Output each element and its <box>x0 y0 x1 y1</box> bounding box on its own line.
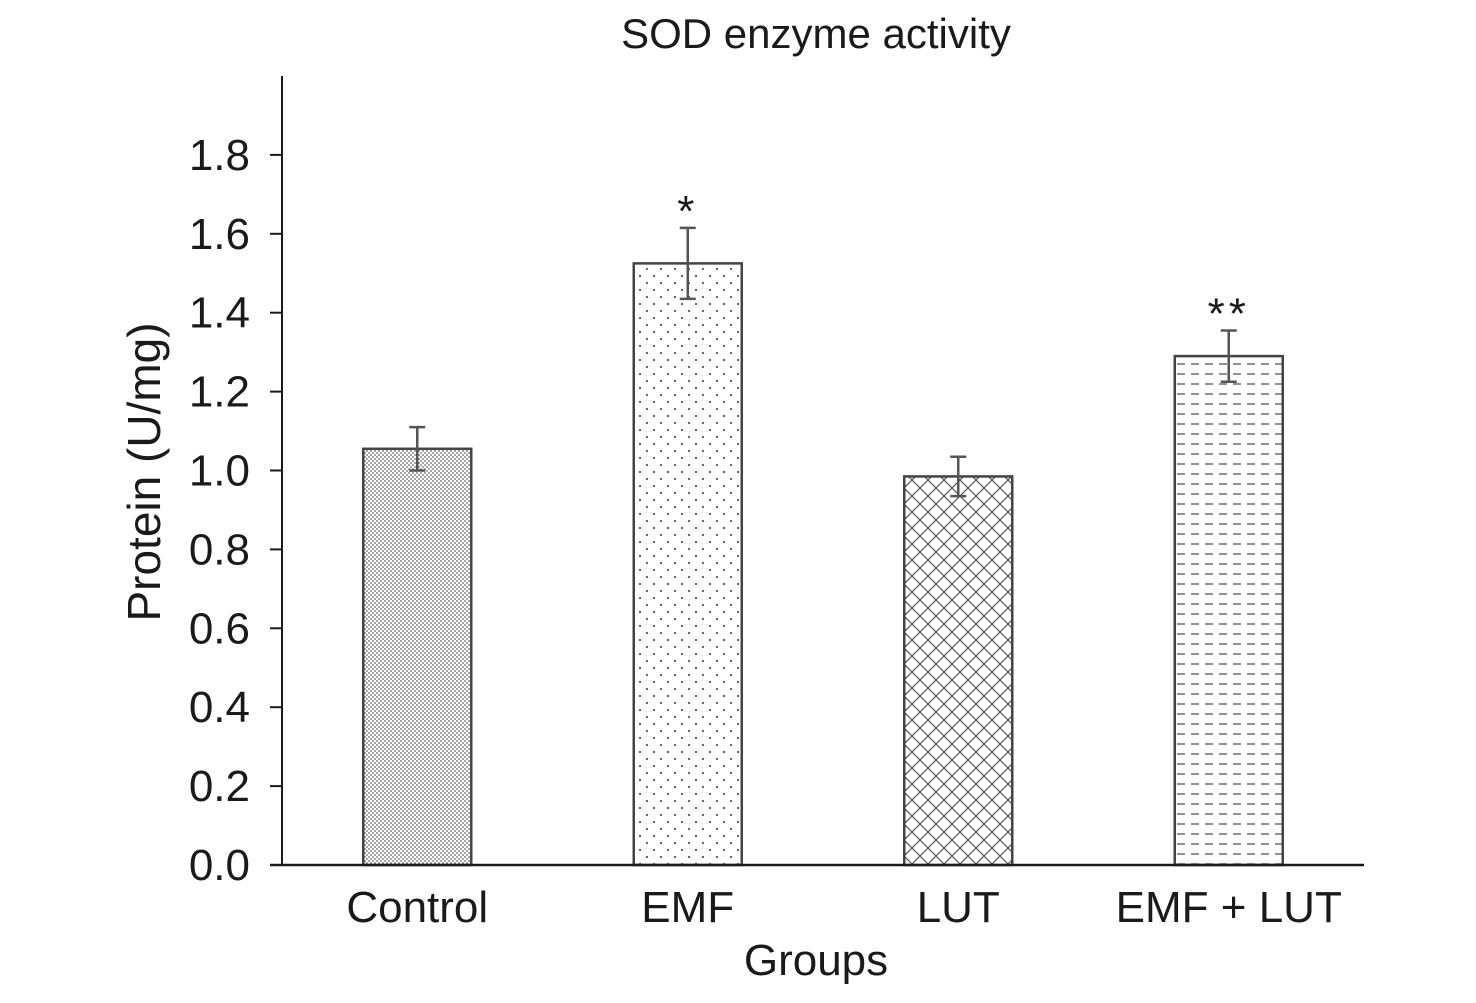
x-axis-label: Groups <box>744 936 888 985</box>
y-tick-label: 0.4 <box>189 683 250 732</box>
y-tick-label: 0.8 <box>189 525 250 574</box>
plot-area: 0.0 0.2 0.4 0.6 0.8 1.0 1.2 1.4 1.6 1.8 Control * EM… <box>189 76 1364 932</box>
y-tick-label: 0.0 <box>189 841 250 890</box>
bar <box>362 447 473 867</box>
y-tick-label: 1.4 <box>189 289 250 338</box>
significance-marker: ** <box>1208 289 1250 338</box>
x-tick-label: EMF <box>641 883 734 932</box>
y-tick-label: 1.0 <box>189 447 250 496</box>
y-tick-label: 1.2 <box>189 368 250 417</box>
x-tick-label: LUT <box>917 883 1000 932</box>
bar <box>632 262 743 867</box>
y-tick-label: 1.8 <box>189 131 250 180</box>
y-axis-label: Protein (U/mg) <box>118 322 170 621</box>
y-tick-label: 0.6 <box>189 604 250 653</box>
y-tick-label: 0.2 <box>189 762 250 811</box>
chart-title: SOD enzyme activity <box>621 10 1011 57</box>
significance-marker: * <box>677 187 698 236</box>
x-tick-label: Control <box>346 883 488 932</box>
bar <box>1173 354 1284 867</box>
bar <box>903 475 1014 867</box>
y-tick-label: 1.6 <box>189 210 250 259</box>
x-tick-label: EMF + LUT <box>1116 883 1342 932</box>
